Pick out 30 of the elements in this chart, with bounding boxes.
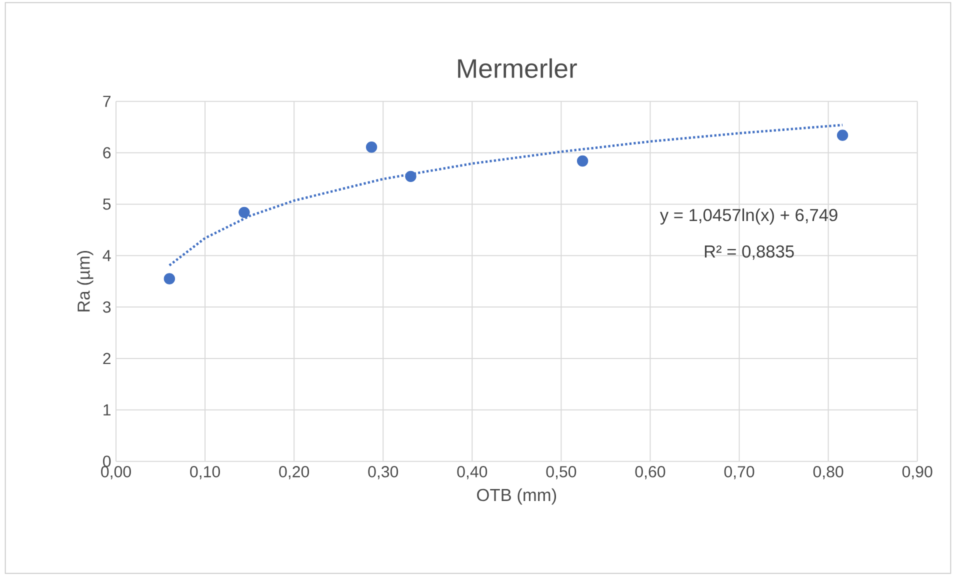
x-tick-label: 0,50 [546, 466, 576, 480]
point [164, 273, 176, 284]
point [405, 170, 416, 182]
point [366, 142, 378, 153]
line-series [168, 124, 844, 267]
x-tick-label: 0,20 [279, 466, 310, 480]
x-tick-label: 0,40 [457, 466, 488, 480]
y-tick-label: 4 [102, 250, 111, 262]
x-tick-label: 0,90 [902, 466, 932, 480]
x-axis-title: OTB (mm) [477, 488, 556, 505]
x-tick-label: 0,10 [190, 466, 220, 480]
y-tick-label: 2 [103, 352, 110, 364]
chart-title: Mermerler [458, 58, 577, 78]
y-tick-label: 6 [103, 147, 111, 158]
point [576, 155, 588, 167]
y-tick-label: 5 [103, 198, 111, 210]
x-tick-label: 0,00 [101, 466, 131, 480]
x-tick-label: 0,80 [813, 466, 844, 480]
y-tick-label: 0 [103, 456, 111, 467]
x-tick-label: 0,70 [724, 466, 754, 480]
y-tick-label: 1 [104, 404, 111, 416]
x-tick-label: 0,30 [368, 466, 398, 480]
y-tick-label: 7 [103, 96, 110, 107]
point [238, 206, 250, 218]
x-tick-label: 0,60 [635, 466, 666, 480]
point [836, 130, 848, 141]
annotation: R² = 0,8835 [704, 245, 794, 260]
annotation: y = 1,0457ln(x) + 6,749 [660, 208, 838, 225]
y-tick-label: 3 [103, 301, 111, 313]
y-axis-title: Ra (µm) [77, 250, 94, 312]
